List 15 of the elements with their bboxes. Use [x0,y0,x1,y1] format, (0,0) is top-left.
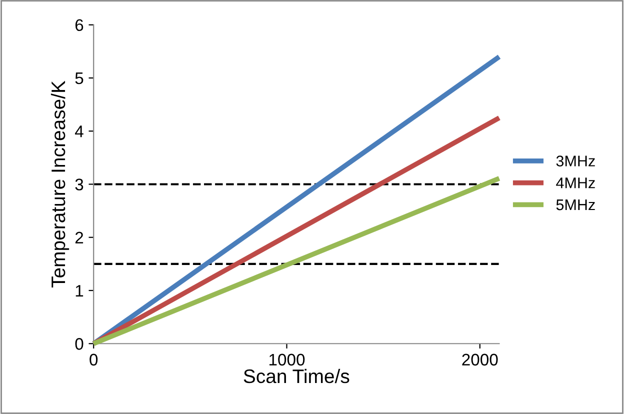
y-axis-title: Temperature Increase/K [50,80,70,288]
x-tick-label: 1000 [269,354,305,366]
y-tick-label: 0 [75,338,84,350]
x-tick-label: 0 [90,354,98,366]
legend-label: 3MHz [556,156,595,166]
y-tick-label: 1 [76,285,84,297]
y-tick-label: 5 [75,72,84,84]
legend-label: 5MHz [556,200,595,210]
y-tick-label: 6 [75,19,84,32]
y-tick-label: 4 [74,126,84,138]
y-tick-label: 3 [75,178,84,190]
x-tick-label: 2000 [462,354,498,366]
legend-label: 4MHz [556,178,595,188]
y-tick-label: 2 [75,232,84,244]
x-axis-title: Scan Time/s [244,368,350,384]
